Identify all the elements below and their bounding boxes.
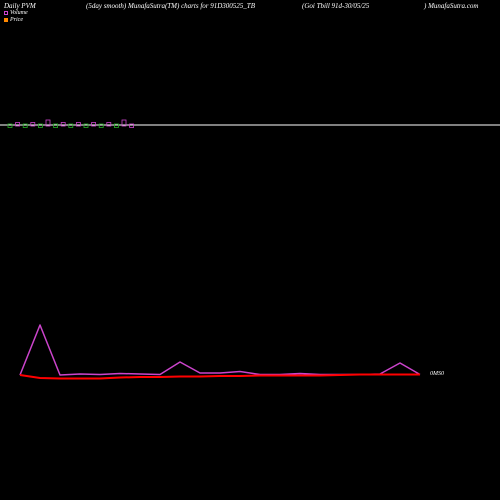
volume-bar xyxy=(114,123,119,128)
volume-bar xyxy=(30,122,36,127)
volume-bar xyxy=(68,123,74,128)
volume-bar xyxy=(129,123,135,128)
series-lines xyxy=(19,324,421,380)
legend-price: Price xyxy=(4,17,23,23)
volume-bar xyxy=(83,123,89,128)
volume-bar xyxy=(38,123,43,128)
volume-line xyxy=(19,324,421,376)
volume-bars xyxy=(7,119,135,128)
chart-title-mid: (5day smooth) MunafaSutra(TM) charts for… xyxy=(86,2,255,10)
price-line xyxy=(19,373,420,380)
volume-bar xyxy=(53,123,58,128)
volume-bar xyxy=(121,119,127,127)
volume-bar xyxy=(91,122,96,127)
volume-bar xyxy=(15,122,21,127)
legend-price-label: Price xyxy=(10,17,23,23)
chart-source: ) MunafaSutra.com xyxy=(424,2,479,10)
legend-volume: Volume xyxy=(4,10,28,16)
volume-bar xyxy=(60,122,66,127)
volume-bar xyxy=(98,123,104,128)
legend-volume-label: Volume xyxy=(10,10,28,16)
price-swatch-icon xyxy=(4,18,8,22)
volume-bar xyxy=(22,123,28,128)
volume-bar xyxy=(106,122,112,127)
volume-bar xyxy=(76,122,81,127)
chart-title-right: (Goi Tbill 91d-30/05/25 xyxy=(302,2,370,10)
axis-value-label: 0MS0 xyxy=(430,371,444,377)
chart-title-left: Daily PVM xyxy=(4,2,36,10)
volume-bar xyxy=(7,123,13,128)
volume-bar xyxy=(45,119,51,127)
volume-swatch-icon xyxy=(4,11,8,15)
